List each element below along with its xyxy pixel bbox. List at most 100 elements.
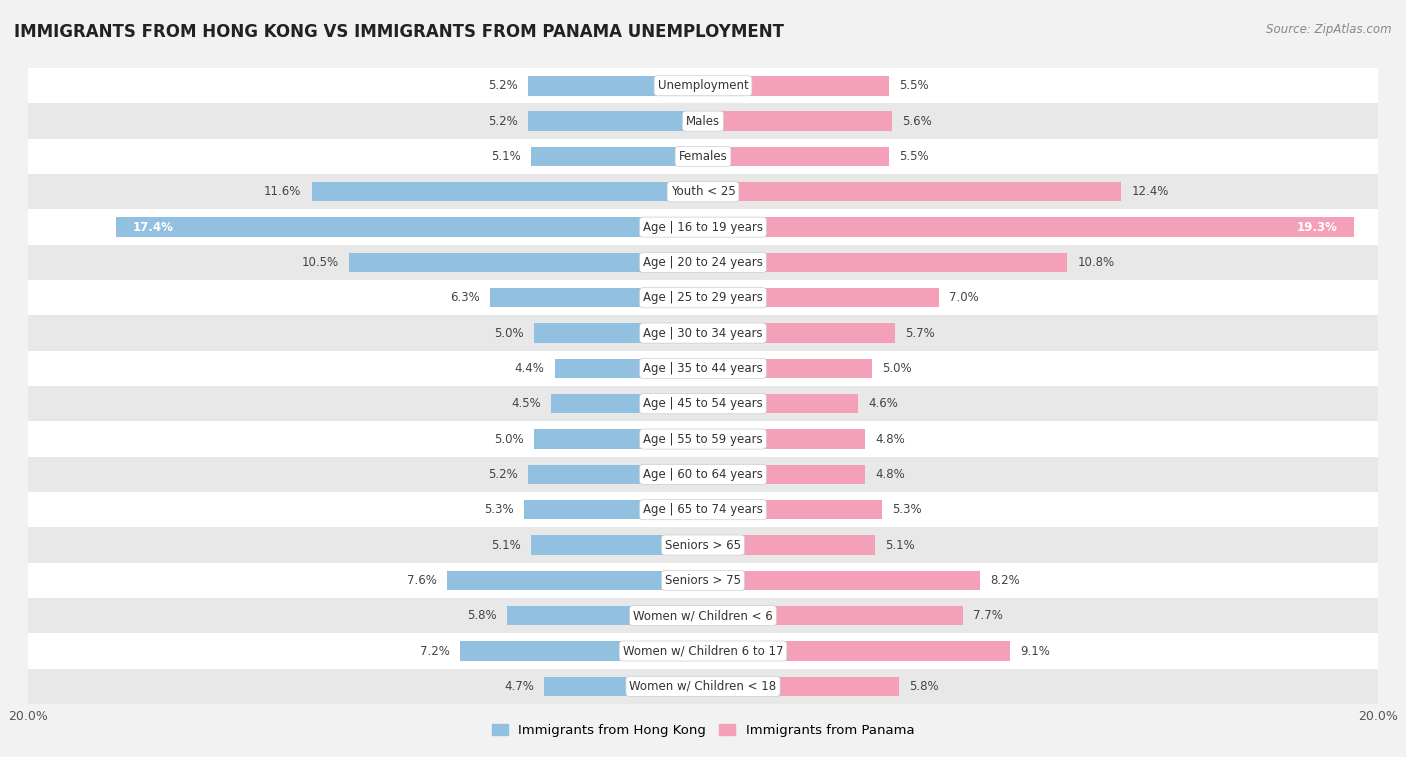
Text: 8.2%: 8.2%: [990, 574, 1019, 587]
Text: 5.5%: 5.5%: [898, 79, 928, 92]
Text: Youth < 25: Youth < 25: [671, 185, 735, 198]
Text: Women w/ Children < 18: Women w/ Children < 18: [630, 680, 776, 693]
Bar: [28, 280, 1378, 316]
Text: Age | 16 to 19 years: Age | 16 to 19 years: [643, 220, 763, 234]
Text: 11.6%: 11.6%: [264, 185, 301, 198]
Bar: [703, 500, 882, 519]
Bar: [349, 253, 703, 273]
Text: 5.1%: 5.1%: [491, 150, 520, 163]
Bar: [28, 456, 1378, 492]
Text: 4.8%: 4.8%: [875, 432, 905, 446]
Text: Age | 45 to 54 years: Age | 45 to 54 years: [643, 397, 763, 410]
Bar: [508, 606, 703, 625]
Bar: [527, 76, 703, 95]
Bar: [703, 677, 898, 696]
Text: 12.4%: 12.4%: [1132, 185, 1168, 198]
Bar: [703, 323, 896, 343]
Bar: [28, 562, 1378, 598]
Bar: [554, 359, 703, 378]
Text: 7.7%: 7.7%: [973, 609, 1002, 622]
Text: Age | 20 to 24 years: Age | 20 to 24 years: [643, 256, 763, 269]
Bar: [28, 139, 1378, 174]
Bar: [28, 668, 1378, 704]
Text: 5.3%: 5.3%: [891, 503, 921, 516]
Bar: [28, 598, 1378, 634]
Text: 5.7%: 5.7%: [905, 326, 935, 340]
Text: 5.8%: 5.8%: [468, 609, 498, 622]
Bar: [703, 253, 1067, 273]
Text: Age | 55 to 59 years: Age | 55 to 59 years: [643, 432, 763, 446]
Text: Age | 35 to 44 years: Age | 35 to 44 years: [643, 362, 763, 375]
Text: 5.2%: 5.2%: [488, 79, 517, 92]
Text: 5.2%: 5.2%: [488, 468, 517, 481]
Bar: [703, 571, 980, 590]
Bar: [115, 217, 703, 237]
Text: 5.3%: 5.3%: [485, 503, 515, 516]
Bar: [544, 677, 703, 696]
Bar: [28, 104, 1378, 139]
Text: Age | 60 to 64 years: Age | 60 to 64 years: [643, 468, 763, 481]
Bar: [524, 500, 703, 519]
Text: 5.8%: 5.8%: [908, 680, 938, 693]
Bar: [703, 76, 889, 95]
Text: 5.6%: 5.6%: [903, 114, 932, 128]
Text: 4.7%: 4.7%: [505, 680, 534, 693]
Text: 4.8%: 4.8%: [875, 468, 905, 481]
Bar: [28, 386, 1378, 422]
Bar: [703, 394, 858, 413]
Text: Unemployment: Unemployment: [658, 79, 748, 92]
Bar: [312, 182, 703, 201]
Bar: [28, 245, 1378, 280]
Bar: [703, 465, 865, 484]
Text: 10.8%: 10.8%: [1077, 256, 1115, 269]
Bar: [551, 394, 703, 413]
Bar: [703, 147, 889, 167]
Text: 4.4%: 4.4%: [515, 362, 544, 375]
Text: Age | 30 to 34 years: Age | 30 to 34 years: [643, 326, 763, 340]
Text: Males: Males: [686, 114, 720, 128]
Bar: [491, 288, 703, 307]
Text: 5.2%: 5.2%: [488, 114, 517, 128]
Text: 9.1%: 9.1%: [1021, 644, 1050, 658]
Text: 5.0%: 5.0%: [495, 432, 524, 446]
Text: Seniors > 65: Seniors > 65: [665, 538, 741, 552]
Bar: [703, 217, 1354, 237]
Bar: [28, 634, 1378, 668]
Text: 10.5%: 10.5%: [301, 256, 339, 269]
Text: Age | 25 to 29 years: Age | 25 to 29 years: [643, 291, 763, 304]
Text: 7.6%: 7.6%: [406, 574, 436, 587]
Bar: [460, 641, 703, 661]
Bar: [703, 111, 891, 131]
Text: Age | 65 to 74 years: Age | 65 to 74 years: [643, 503, 763, 516]
Bar: [703, 182, 1122, 201]
Bar: [531, 147, 703, 167]
Bar: [531, 535, 703, 555]
Bar: [28, 174, 1378, 210]
Text: 17.4%: 17.4%: [132, 220, 173, 234]
Bar: [28, 422, 1378, 456]
Bar: [703, 429, 865, 449]
Bar: [527, 465, 703, 484]
Text: 6.3%: 6.3%: [450, 291, 481, 304]
Text: 19.3%: 19.3%: [1296, 220, 1337, 234]
Bar: [28, 68, 1378, 104]
Bar: [534, 323, 703, 343]
Text: IMMIGRANTS FROM HONG KONG VS IMMIGRANTS FROM PANAMA UNEMPLOYMENT: IMMIGRANTS FROM HONG KONG VS IMMIGRANTS …: [14, 23, 785, 41]
Bar: [534, 429, 703, 449]
Bar: [28, 528, 1378, 562]
Bar: [703, 359, 872, 378]
Text: Source: ZipAtlas.com: Source: ZipAtlas.com: [1267, 23, 1392, 36]
Bar: [703, 641, 1010, 661]
Text: 7.0%: 7.0%: [949, 291, 979, 304]
Text: 4.5%: 4.5%: [512, 397, 541, 410]
Text: Females: Females: [679, 150, 727, 163]
Bar: [703, 288, 939, 307]
Bar: [28, 210, 1378, 245]
Text: 5.0%: 5.0%: [495, 326, 524, 340]
Bar: [28, 350, 1378, 386]
Bar: [28, 492, 1378, 528]
Bar: [447, 571, 703, 590]
Text: Seniors > 75: Seniors > 75: [665, 574, 741, 587]
Bar: [703, 535, 875, 555]
Legend: Immigrants from Hong Kong, Immigrants from Panama: Immigrants from Hong Kong, Immigrants fr…: [486, 718, 920, 742]
